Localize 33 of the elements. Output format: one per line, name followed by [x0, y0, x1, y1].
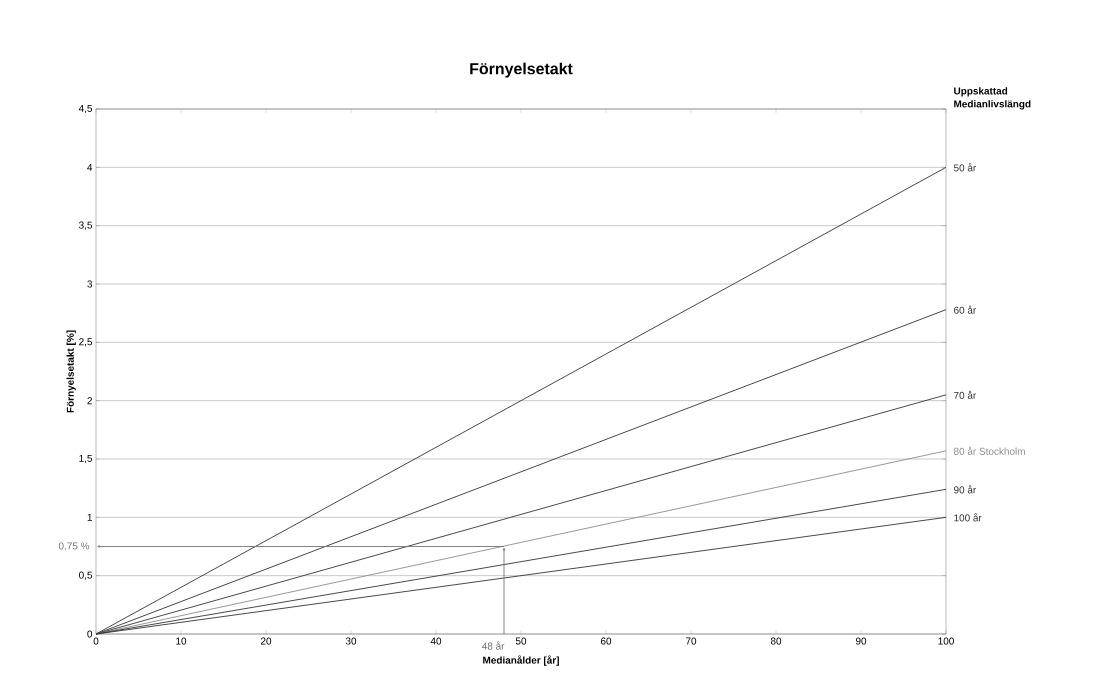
- x-tick-label: 40: [430, 637, 442, 645]
- x-tick-label: 30: [345, 637, 357, 645]
- annotation: 48 år: [482, 641, 505, 650]
- series-label: 60 år: [954, 305, 977, 314]
- annotation: 0,75 %: [58, 542, 90, 551]
- x-axis-title: Medianålder [år]: [483, 655, 559, 666]
- x-tick-label: 50: [515, 637, 527, 645]
- legend-title: Uppskattad Medianlivslängd: [954, 87, 1031, 110]
- series-label: 70 år: [954, 390, 977, 399]
- y-tick-label: 4: [87, 163, 93, 171]
- y-tick-label: 3: [87, 280, 93, 288]
- y-axis-title: Förnyelsetakt [%]: [66, 330, 76, 413]
- y-tick-label: 4,5: [78, 104, 93, 114]
- series-label: 100 år: [954, 513, 982, 522]
- y-tick-label: 1: [87, 513, 92, 521]
- chart-title: Förnyelsetakt: [470, 62, 573, 78]
- x-tick-label: 90: [855, 637, 867, 645]
- series-label: 80 år Stockholm: [953, 446, 1025, 455]
- x-tick-label: 0: [93, 637, 99, 645]
- series-label: 90 år: [954, 485, 977, 494]
- x-tick-label: 70: [685, 637, 697, 645]
- y-tick-label: 2,5: [79, 338, 93, 347]
- y-tick-label: 1,5: [79, 454, 93, 464]
- x-tick-label: 20: [260, 637, 272, 645]
- series-label: 50 år: [953, 163, 977, 172]
- y-tick-label: 0,5: [79, 571, 93, 580]
- y-tick-label: 3,5: [79, 221, 93, 230]
- x-tick-label: 100: [938, 637, 954, 645]
- x-tick-label: 80: [770, 637, 782, 645]
- y-tick-label: 0: [87, 630, 93, 638]
- y-tick-label: 2: [87, 397, 92, 405]
- x-tick-label: 60: [600, 637, 612, 645]
- x-tick-label: 10: [176, 637, 187, 645]
